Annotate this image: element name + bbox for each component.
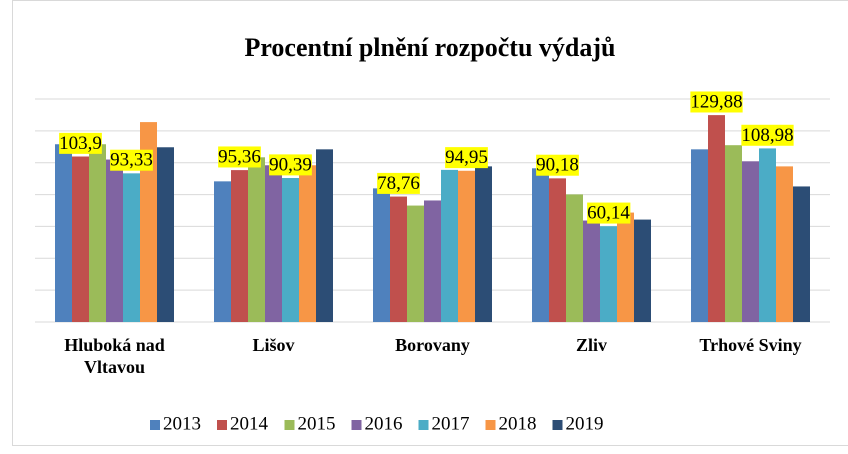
bar	[157, 147, 174, 322]
bar	[793, 186, 810, 322]
x-tick-label: Trhové Sviny	[699, 335, 802, 355]
legend-label: 2019	[566, 413, 604, 434]
bar	[390, 196, 407, 322]
bar	[316, 149, 333, 322]
legend-swatch	[552, 420, 563, 430]
data-label: 93,33	[110, 150, 153, 171]
bar	[214, 181, 231, 322]
bar	[549, 178, 566, 322]
bar	[458, 170, 475, 322]
legend-swatch	[418, 420, 429, 430]
legend-swatch	[351, 420, 362, 430]
data-label: 129,88	[690, 91, 742, 112]
bar	[708, 115, 725, 322]
x-tick-label: Zliv	[575, 335, 607, 355]
bar	[634, 219, 651, 322]
label-bg	[690, 91, 743, 113]
label-bg	[218, 146, 261, 168]
data-label: 90,39	[269, 154, 312, 175]
bar	[282, 178, 299, 322]
legend-label: 2014	[230, 413, 269, 434]
label-bg	[377, 172, 420, 194]
x-tick-label: Borovany	[395, 335, 470, 355]
legend-label: 2015	[298, 413, 336, 434]
legend-swatch	[284, 420, 295, 430]
label-bg	[110, 149, 153, 171]
bar	[407, 205, 424, 322]
bar	[742, 161, 759, 322]
data-label: 103,9	[59, 133, 102, 154]
legend-label: 2016	[365, 413, 403, 434]
bar	[617, 212, 634, 322]
data-label: 108,98	[741, 125, 793, 146]
bar	[265, 165, 282, 322]
bar	[583, 220, 600, 322]
bar	[299, 165, 316, 322]
x-tick-label: Hluboká nad Vltavou	[64, 335, 165, 377]
bar	[759, 148, 776, 322]
legend-swatch	[217, 420, 227, 430]
label-bg	[269, 154, 312, 176]
bar	[123, 173, 140, 322]
label-bg	[59, 132, 102, 154]
data-label: 60,14	[587, 203, 630, 224]
bar	[89, 144, 106, 322]
data-label: 95,36	[218, 146, 261, 167]
chart-title: Procentní plnění rozpočtu výdajů	[244, 33, 615, 62]
bar	[140, 122, 157, 322]
bar	[424, 200, 441, 322]
legend-swatch	[485, 420, 496, 430]
bar	[55, 144, 72, 322]
data-label: 78,76	[377, 173, 420, 194]
bar	[532, 168, 549, 322]
label-bg	[445, 147, 488, 169]
legend-swatch	[150, 420, 160, 430]
bar	[600, 226, 617, 322]
data-label: 94,95	[445, 147, 488, 168]
legend-label: 2017	[432, 413, 470, 434]
bar	[441, 169, 458, 322]
label-bg	[536, 154, 579, 176]
legend-label: 2013	[163, 413, 201, 434]
bar	[691, 149, 708, 322]
bar	[566, 194, 583, 322]
bar	[106, 159, 123, 322]
bar	[72, 156, 89, 322]
label-bg	[587, 202, 631, 224]
data-label: 90,18	[536, 155, 579, 176]
bar	[776, 166, 793, 322]
label-bg	[741, 124, 794, 146]
bar	[725, 145, 742, 322]
bar	[373, 188, 390, 322]
legend-label: 2018	[499, 413, 537, 434]
x-tick-label: Lišov	[252, 335, 295, 355]
bar	[231, 170, 248, 322]
bar	[248, 157, 265, 322]
bar	[475, 166, 492, 322]
